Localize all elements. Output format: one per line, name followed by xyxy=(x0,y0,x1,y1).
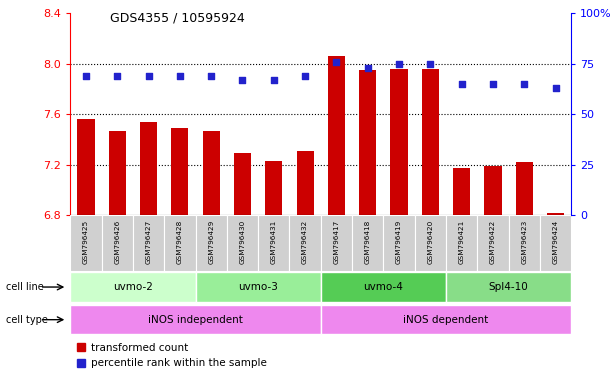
Text: GSM796418: GSM796418 xyxy=(365,220,371,264)
Text: GSM796424: GSM796424 xyxy=(552,220,558,264)
Bar xyxy=(328,56,345,215)
Text: Spl4-10: Spl4-10 xyxy=(489,282,529,292)
FancyBboxPatch shape xyxy=(321,305,571,334)
Bar xyxy=(359,70,376,215)
Text: GSM796430: GSM796430 xyxy=(240,220,246,264)
FancyBboxPatch shape xyxy=(164,215,196,271)
FancyBboxPatch shape xyxy=(540,215,571,271)
FancyBboxPatch shape xyxy=(509,215,540,271)
FancyBboxPatch shape xyxy=(227,215,258,271)
FancyBboxPatch shape xyxy=(133,215,164,271)
Point xyxy=(112,73,122,79)
Text: uvmo-2: uvmo-2 xyxy=(113,282,153,292)
Point xyxy=(394,61,404,67)
FancyBboxPatch shape xyxy=(477,215,509,271)
Point xyxy=(269,77,279,83)
FancyBboxPatch shape xyxy=(70,305,321,334)
Text: uvmo-4: uvmo-4 xyxy=(364,282,403,292)
Text: GSM796422: GSM796422 xyxy=(490,220,496,264)
FancyBboxPatch shape xyxy=(70,215,101,271)
Bar xyxy=(422,69,439,215)
FancyBboxPatch shape xyxy=(384,215,415,271)
Point xyxy=(144,73,153,79)
FancyBboxPatch shape xyxy=(446,272,571,302)
Text: GSM796420: GSM796420 xyxy=(427,220,433,264)
FancyBboxPatch shape xyxy=(196,215,227,271)
Bar xyxy=(171,128,188,215)
Text: GSM796429: GSM796429 xyxy=(208,220,214,264)
Bar xyxy=(265,161,282,215)
Text: GSM796423: GSM796423 xyxy=(521,220,527,264)
Bar xyxy=(453,169,470,215)
Text: GSM796432: GSM796432 xyxy=(302,220,308,264)
Point xyxy=(425,61,435,67)
FancyBboxPatch shape xyxy=(321,272,446,302)
FancyBboxPatch shape xyxy=(258,215,290,271)
Text: GSM796417: GSM796417 xyxy=(334,220,340,264)
Bar xyxy=(78,119,95,215)
Point xyxy=(300,73,310,79)
Point xyxy=(519,81,529,87)
Point xyxy=(488,81,498,87)
FancyBboxPatch shape xyxy=(290,215,321,271)
Bar xyxy=(140,122,157,215)
FancyBboxPatch shape xyxy=(70,272,196,302)
FancyBboxPatch shape xyxy=(352,215,384,271)
Text: uvmo-3: uvmo-3 xyxy=(238,282,278,292)
Bar xyxy=(516,162,533,215)
Text: GSM796426: GSM796426 xyxy=(114,220,120,264)
Text: cell line: cell line xyxy=(6,282,44,292)
Point xyxy=(175,73,185,79)
Point xyxy=(457,81,467,87)
Bar xyxy=(296,151,313,215)
Text: GSM796428: GSM796428 xyxy=(177,220,183,264)
FancyBboxPatch shape xyxy=(415,215,446,271)
Text: GSM796421: GSM796421 xyxy=(459,220,465,264)
Bar xyxy=(485,166,502,215)
Bar xyxy=(203,131,220,215)
FancyBboxPatch shape xyxy=(196,272,321,302)
Text: cell type: cell type xyxy=(6,314,48,325)
FancyBboxPatch shape xyxy=(101,215,133,271)
Text: GDS4355 / 10595924: GDS4355 / 10595924 xyxy=(110,12,245,25)
Point xyxy=(207,73,216,79)
Point xyxy=(363,65,373,71)
Legend: transformed count, percentile rank within the sample: transformed count, percentile rank withi… xyxy=(76,343,267,368)
Text: GSM796419: GSM796419 xyxy=(396,220,402,264)
FancyBboxPatch shape xyxy=(446,215,477,271)
Point xyxy=(81,73,91,79)
Point xyxy=(551,85,560,91)
Bar xyxy=(547,212,564,215)
Point xyxy=(332,59,342,65)
Point xyxy=(238,77,247,83)
Text: iNOS dependent: iNOS dependent xyxy=(403,314,489,325)
Text: GSM796431: GSM796431 xyxy=(271,220,277,264)
Bar xyxy=(109,131,126,215)
Bar xyxy=(234,153,251,215)
Text: GSM796425: GSM796425 xyxy=(83,220,89,264)
FancyBboxPatch shape xyxy=(321,215,352,271)
Text: iNOS independent: iNOS independent xyxy=(148,314,243,325)
Text: GSM796427: GSM796427 xyxy=(145,220,152,264)
Bar xyxy=(390,69,408,215)
